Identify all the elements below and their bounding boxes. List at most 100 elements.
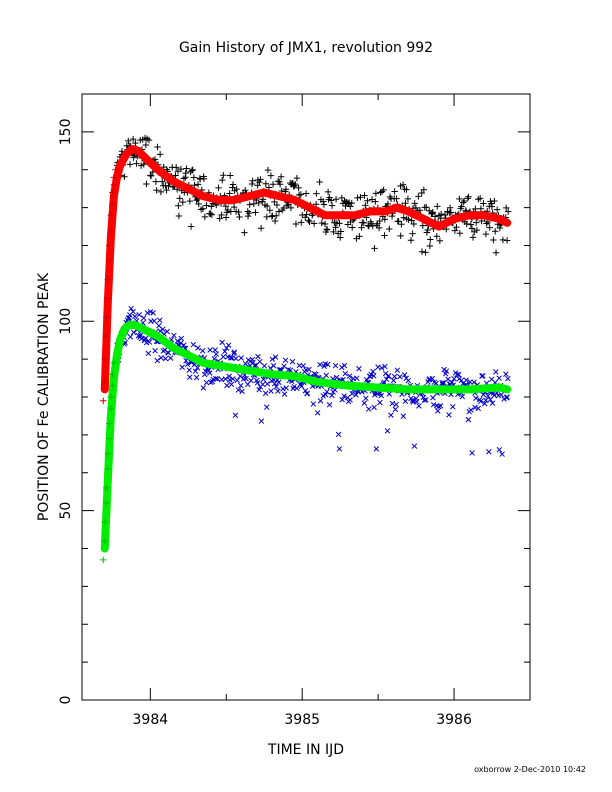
- data-point-plus: [103, 333, 110, 340]
- data-point-cross: [443, 368, 450, 374]
- data-point-cross: [504, 394, 510, 400]
- early-points: [100, 166, 119, 564]
- data-point-cross: [378, 365, 385, 371]
- data-point-cross: [486, 449, 492, 455]
- data-point-plus: [292, 220, 300, 228]
- data-point-plus: [263, 202, 271, 210]
- data-point-cross: [335, 431, 342, 438]
- data-point-plus: [147, 172, 154, 179]
- data-point-plus: [369, 222, 376, 230]
- data-point-plus: [464, 195, 472, 202]
- data-point-plus: [409, 230, 416, 237]
- data-point-plus: [107, 212, 115, 219]
- data-point-cross: [356, 365, 362, 372]
- data-point-cross: [281, 363, 287, 369]
- data-point-cross: [475, 405, 481, 412]
- y-tick-label: 100: [58, 308, 74, 335]
- data-point-plus: [397, 232, 404, 240]
- data-point-cross: [463, 377, 469, 383]
- data-point-plus: [310, 220, 318, 227]
- data-point-cross: [136, 312, 142, 318]
- data-point-cross: [211, 356, 218, 362]
- data-point-cross: [269, 356, 276, 362]
- fit-curves: [100, 144, 512, 553]
- data-point-plus: [412, 204, 420, 212]
- data-point-plus: [271, 217, 279, 225]
- data-point-plus: [224, 206, 231, 214]
- data-point-cross: [451, 376, 457, 382]
- data-point-cross: [248, 377, 254, 384]
- data-point-cross: [339, 364, 345, 371]
- data-point-plus: [109, 371, 116, 378]
- data-point-plus: [302, 190, 310, 197]
- data-point-plus: [110, 359, 118, 367]
- data-point-plus: [266, 207, 274, 214]
- data-point-cross: [257, 358, 263, 365]
- data-point-cross: [378, 392, 385, 399]
- data-point-plus: [186, 197, 194, 205]
- data-point-plus: [376, 217, 383, 225]
- data-point-cross: [254, 380, 261, 386]
- data-point-plus: [456, 230, 464, 237]
- data-point-plus: [488, 203, 496, 210]
- data-point-cross: [159, 326, 166, 332]
- fit-line-red: [100, 144, 512, 394]
- footer-stamp: oxborrow 2-Dec-2010 10:42: [474, 765, 586, 774]
- data-point-plus: [297, 191, 305, 198]
- data-point-cross: [130, 308, 136, 315]
- data-point-cross: [195, 345, 201, 351]
- data-point-plus: [399, 181, 407, 188]
- data-point-plus: [398, 221, 405, 228]
- fit-line-green: [100, 321, 512, 553]
- data-point-plus: [320, 198, 327, 205]
- data-point-plus: [101, 355, 108, 363]
- data-point-plus: [395, 218, 402, 225]
- data-point-cross: [436, 403, 442, 410]
- data-point-cross: [342, 370, 349, 377]
- data-point-plus: [375, 224, 383, 232]
- data-point-cross: [472, 404, 478, 411]
- data-point-plus: [257, 225, 265, 232]
- data-point-plus: [428, 210, 435, 218]
- data-point-plus: [446, 204, 454, 211]
- data-point-plus: [207, 210, 214, 217]
- data-point-plus: [305, 217, 312, 224]
- data-point-plus: [216, 215, 223, 222]
- x-tick-label: 3984: [133, 712, 169, 728]
- data-point-plus: [233, 185, 240, 193]
- data-point-plus: [364, 197, 371, 205]
- data-point-cross: [505, 375, 511, 382]
- data-point-cross: [300, 363, 306, 369]
- data-point-cross: [154, 357, 161, 364]
- data-point-plus: [323, 226, 331, 233]
- data-point-plus: [423, 204, 430, 211]
- data-point-cross: [283, 385, 289, 391]
- data-point-cross: [324, 389, 330, 395]
- data-point-plus: [415, 193, 422, 200]
- data-point-cross: [397, 374, 403, 380]
- data-point-cross: [243, 375, 249, 382]
- data-point-plus: [245, 209, 253, 217]
- data-point-plus: [372, 190, 380, 197]
- data-point-plus: [313, 190, 320, 197]
- data-point-cross: [480, 391, 487, 398]
- data-point-cross: [186, 367, 193, 373]
- data-point-plus: [254, 182, 261, 189]
- data-point-plus: [433, 233, 440, 240]
- data-point-cross: [366, 406, 372, 412]
- data-point-cross: [127, 334, 134, 340]
- data-point-plus: [244, 212, 252, 220]
- data-point-cross: [402, 398, 409, 404]
- data-point-cross: [164, 328, 170, 335]
- data-point-cross: [411, 443, 418, 449]
- data-point-plus: [277, 173, 285, 181]
- data-point-cross: [144, 310, 151, 316]
- data-point-plus: [109, 382, 116, 389]
- data-point-plus: [408, 217, 415, 224]
- data-point-cross: [341, 362, 348, 369]
- data-point-cross: [383, 376, 390, 383]
- data-point-plus: [110, 174, 118, 181]
- data-point-plus: [354, 194, 361, 202]
- data-point-cross: [391, 373, 398, 380]
- data-point-plus: [453, 223, 460, 231]
